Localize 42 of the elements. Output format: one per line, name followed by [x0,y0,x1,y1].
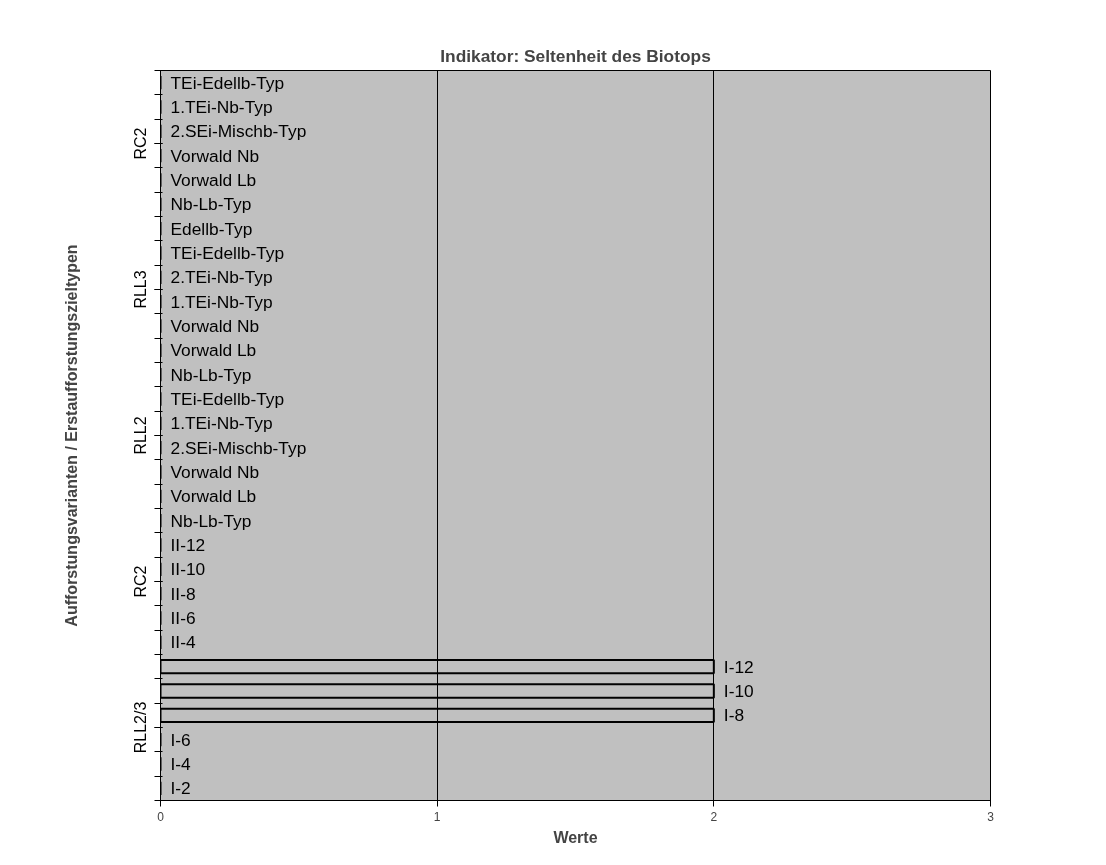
x-axis-title: Werte [553,828,598,846]
y-tick-label: II-12 [170,535,206,555]
y-tick-label: TEi-Edellb-Typ [170,243,285,263]
y-tick-label: 1.TEi-Nb-Typ [170,97,273,117]
y-tick-label: Vorwald Lb [170,340,257,361]
x-tick-label: 3 [987,809,995,824]
y-tick-label: Edellb-Typ [170,218,253,239]
y-tick-label: I-8 [723,705,745,726]
y-tick-label: 1.TEi-Nb-Typ [170,291,273,312]
y-tick-label: Vorwald Lb [170,486,257,507]
x-tick-label: 2 [710,809,718,824]
text: RLL3 [132,270,150,309]
text: RLL2/3 [132,701,150,754]
text: RC2 [132,565,150,598]
y-tick-label: Nb-Lb-Typ [170,510,252,531]
text: RC2 [132,127,150,160]
y-tick-label: I-2 [170,778,191,799]
x-tick-label: 1 [433,809,441,824]
y-tick-label: 2.SEi-Mischb-Typ [170,121,307,142]
y-tick-label: I-12 [723,656,754,677]
y-tick-label: I-6 [170,729,191,750]
chart-title: Indikator: Seltenheit des Biotops [440,45,711,66]
x-tick-label: 0 [157,809,165,824]
y-axis-title: Aufforstungsvarianten / Erstaufforstungszieltypen [62,244,80,627]
y-tick-label: Nb-Lb-Typ [170,194,252,215]
y-tick-label: TEi-Edellb-Typ [170,389,285,409]
y-tick-label: II-6 [170,608,196,628]
text: RLL2 [132,416,150,455]
y-tick-label: TEi-Edellb-Typ [170,72,285,93]
y-tick-label: Vorwald Nb [170,145,260,166]
y-tick-label: 2.TEi-Nb-Typ [170,267,273,288]
y-tick-label: II-4 [170,632,196,653]
y-tick-label: 2.SEi-Mischb-Typ [170,437,307,458]
y-tick-label: 1.TEi-Nb-Typ [170,413,273,434]
y-tick-label: I-4 [170,754,192,774]
y-tick-label: Nb-Lb-Typ [170,364,252,385]
y-tick-label: II-10 [170,559,206,580]
y-tick-label: II-8 [170,583,196,604]
y-tick-label: I-10 [723,681,754,701]
y-tick-label: Vorwald Nb [170,316,260,336]
y-tick-label: Vorwald Lb [170,170,257,190]
y-tick-label: Vorwald Nb [170,462,260,482]
